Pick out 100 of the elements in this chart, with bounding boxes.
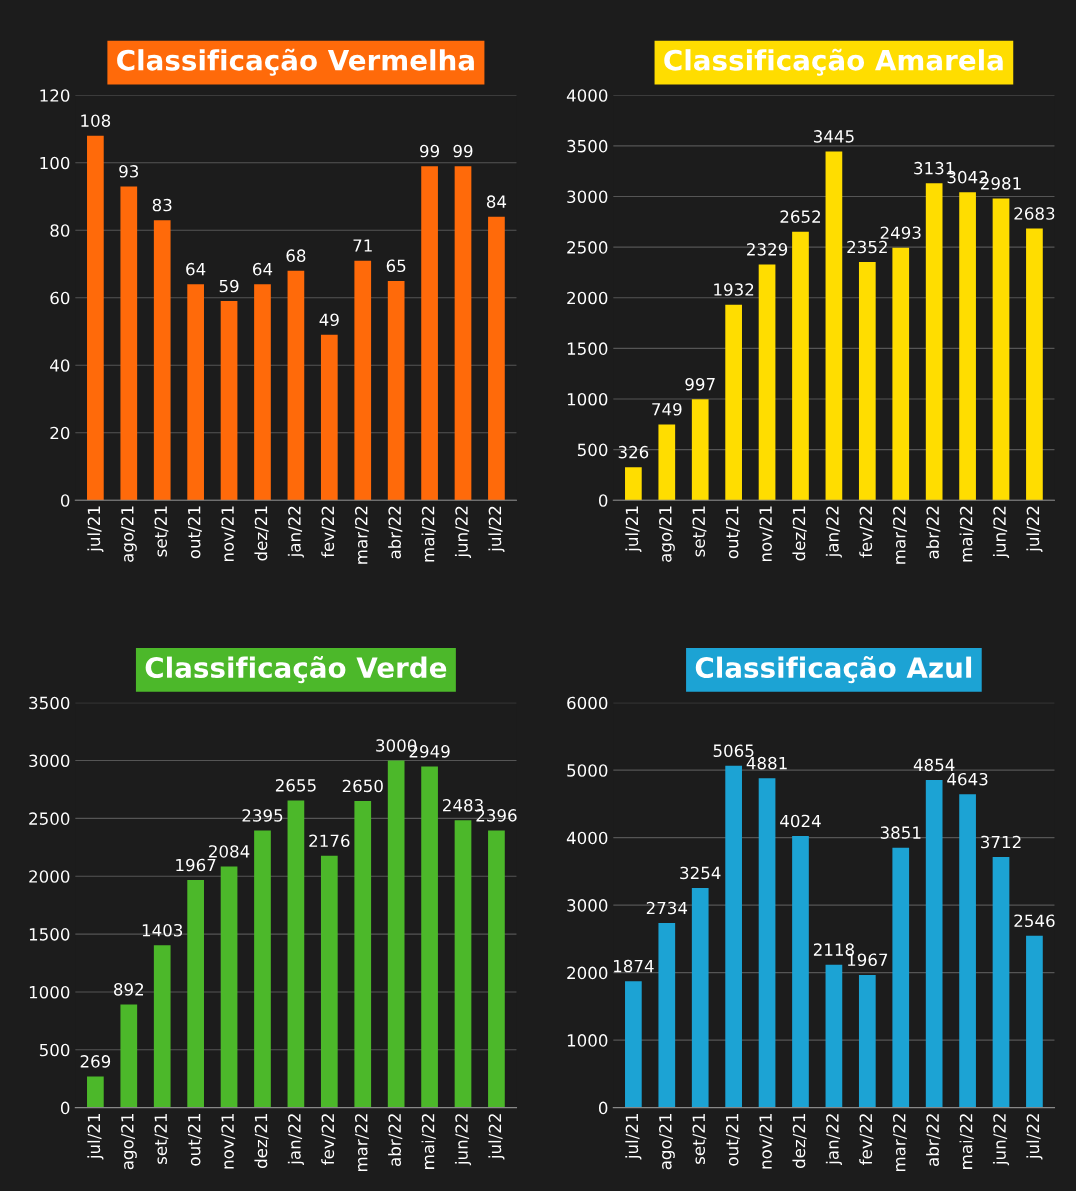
bar (858, 974, 876, 1108)
y-tick-label: 500 (39, 1043, 70, 1057)
x-tick-label: nov/21 (221, 506, 236, 562)
x-tick-label: ago/21 (659, 506, 675, 562)
bar (758, 778, 776, 1108)
chart-title: Classificação Azul (695, 656, 972, 684)
x-tick-label: out/21 (187, 1114, 202, 1166)
bar (220, 866, 238, 1108)
bar (354, 260, 372, 501)
bar (421, 166, 438, 501)
x-tick-label: abr/22 (926, 1114, 941, 1166)
data-label: 65 (386, 259, 406, 273)
data-label: 1874 (614, 959, 654, 973)
x-tick-label: nov/21 (759, 506, 774, 562)
data-label: 64 (186, 262, 206, 276)
y-tick-label: 120 (40, 89, 70, 102)
data-label: 4854 (913, 758, 955, 772)
data-label: 83 (152, 198, 172, 212)
x-tick-label: dez/21 (792, 506, 807, 561)
y-tick-label: 1500 (567, 342, 608, 355)
x-tick-label: jul/22 (1026, 1114, 1043, 1160)
bar (792, 836, 809, 1108)
bar (658, 424, 676, 501)
bar (153, 945, 171, 1108)
y-tick-label: 4000 (566, 831, 608, 845)
data-label: 749 (652, 403, 682, 416)
bar (254, 284, 271, 501)
x-tick-label: jan/22 (287, 1114, 304, 1166)
x-tick-label: jul/21 (87, 506, 104, 553)
data-label: 2084 (209, 845, 250, 858)
x-tick-label: jul/21 (625, 1114, 642, 1160)
y-tick-label: 3500 (567, 139, 608, 153)
y-tick-label: 500 (577, 443, 608, 457)
bar (792, 231, 809, 501)
x-tick-label: mar/22 (892, 506, 907, 564)
bar (1026, 935, 1043, 1108)
data-label: 84 (486, 195, 507, 208)
y-tick-label: 60 (50, 291, 70, 305)
bar (254, 830, 271, 1108)
x-tick-label: jun/22 (454, 506, 472, 558)
bar (959, 794, 976, 1108)
data-label: 59 (219, 279, 239, 293)
y-tick-label: 0 (598, 494, 608, 507)
x-tick-label: mar/22 (354, 506, 369, 564)
x-tick-label: jul/22 (488, 506, 505, 553)
bar (825, 964, 843, 1108)
x-tick-label: ago/21 (121, 506, 137, 562)
data-label: 2352 (847, 240, 887, 254)
bar (153, 220, 171, 501)
y-tick-label: 5000 (567, 764, 608, 777)
data-label: 4024 (780, 814, 821, 828)
bar (488, 216, 505, 501)
x-tick-label: dez/21 (792, 1114, 807, 1168)
y-tick-label: 6000 (567, 696, 608, 710)
bar (625, 981, 642, 1108)
bar (625, 467, 642, 501)
bar (354, 801, 372, 1108)
data-label: 2683 (1014, 207, 1055, 220)
bar (691, 888, 709, 1108)
y-tick-label: 0 (60, 494, 70, 507)
x-tick-label: abr/22 (388, 1114, 403, 1166)
y-tick-label: 1500 (29, 928, 70, 941)
bar (120, 186, 138, 501)
data-label: 2546 (1014, 914, 1055, 928)
x-tick-label: ago/21 (659, 1114, 675, 1170)
x-tick-label: jun/22 (454, 1114, 472, 1166)
data-label: 3851 (880, 826, 921, 839)
chart-title: Classificação Amarela (664, 48, 1003, 76)
y-tick-label: 80 (50, 224, 70, 237)
x-tick-label: nov/21 (759, 1114, 774, 1169)
y-tick-label: 1000 (29, 985, 70, 999)
x-tick-label: jan/22 (287, 506, 304, 558)
bar (992, 198, 1010, 501)
bar (758, 264, 776, 501)
bar (421, 766, 438, 1108)
data-label: 2650 (342, 779, 383, 793)
bar (187, 284, 204, 501)
x-tick-label: jan/22 (825, 1114, 842, 1166)
bar (187, 880, 204, 1108)
x-tick-label: out/21 (187, 506, 202, 559)
y-tick-label: 3500 (29, 696, 70, 710)
data-label: 93 (119, 165, 139, 178)
x-tick-label: mai/22 (421, 506, 436, 562)
data-label: 2493 (880, 226, 921, 240)
x-tick-label: set/21 (692, 506, 707, 557)
data-label: 108 (81, 114, 111, 127)
x-tick-label: fev/22 (321, 1114, 336, 1165)
data-label: 64 (253, 262, 273, 276)
data-label: 2329 (747, 243, 788, 256)
x-tick-label: jun/22 (992, 506, 1010, 558)
data-label: 2176 (309, 834, 350, 848)
x-tick-label: jul/21 (87, 1114, 104, 1160)
data-label: 49 (319, 313, 339, 327)
y-tick-label: 2000 (567, 291, 608, 305)
y-tick-label: 3000 (567, 899, 608, 912)
bar (87, 1076, 104, 1108)
x-tick-label: set/21 (154, 1114, 169, 1164)
chart-title: Classificação Verde (145, 656, 447, 684)
y-tick-label: 2500 (29, 812, 70, 825)
bar (320, 334, 338, 501)
